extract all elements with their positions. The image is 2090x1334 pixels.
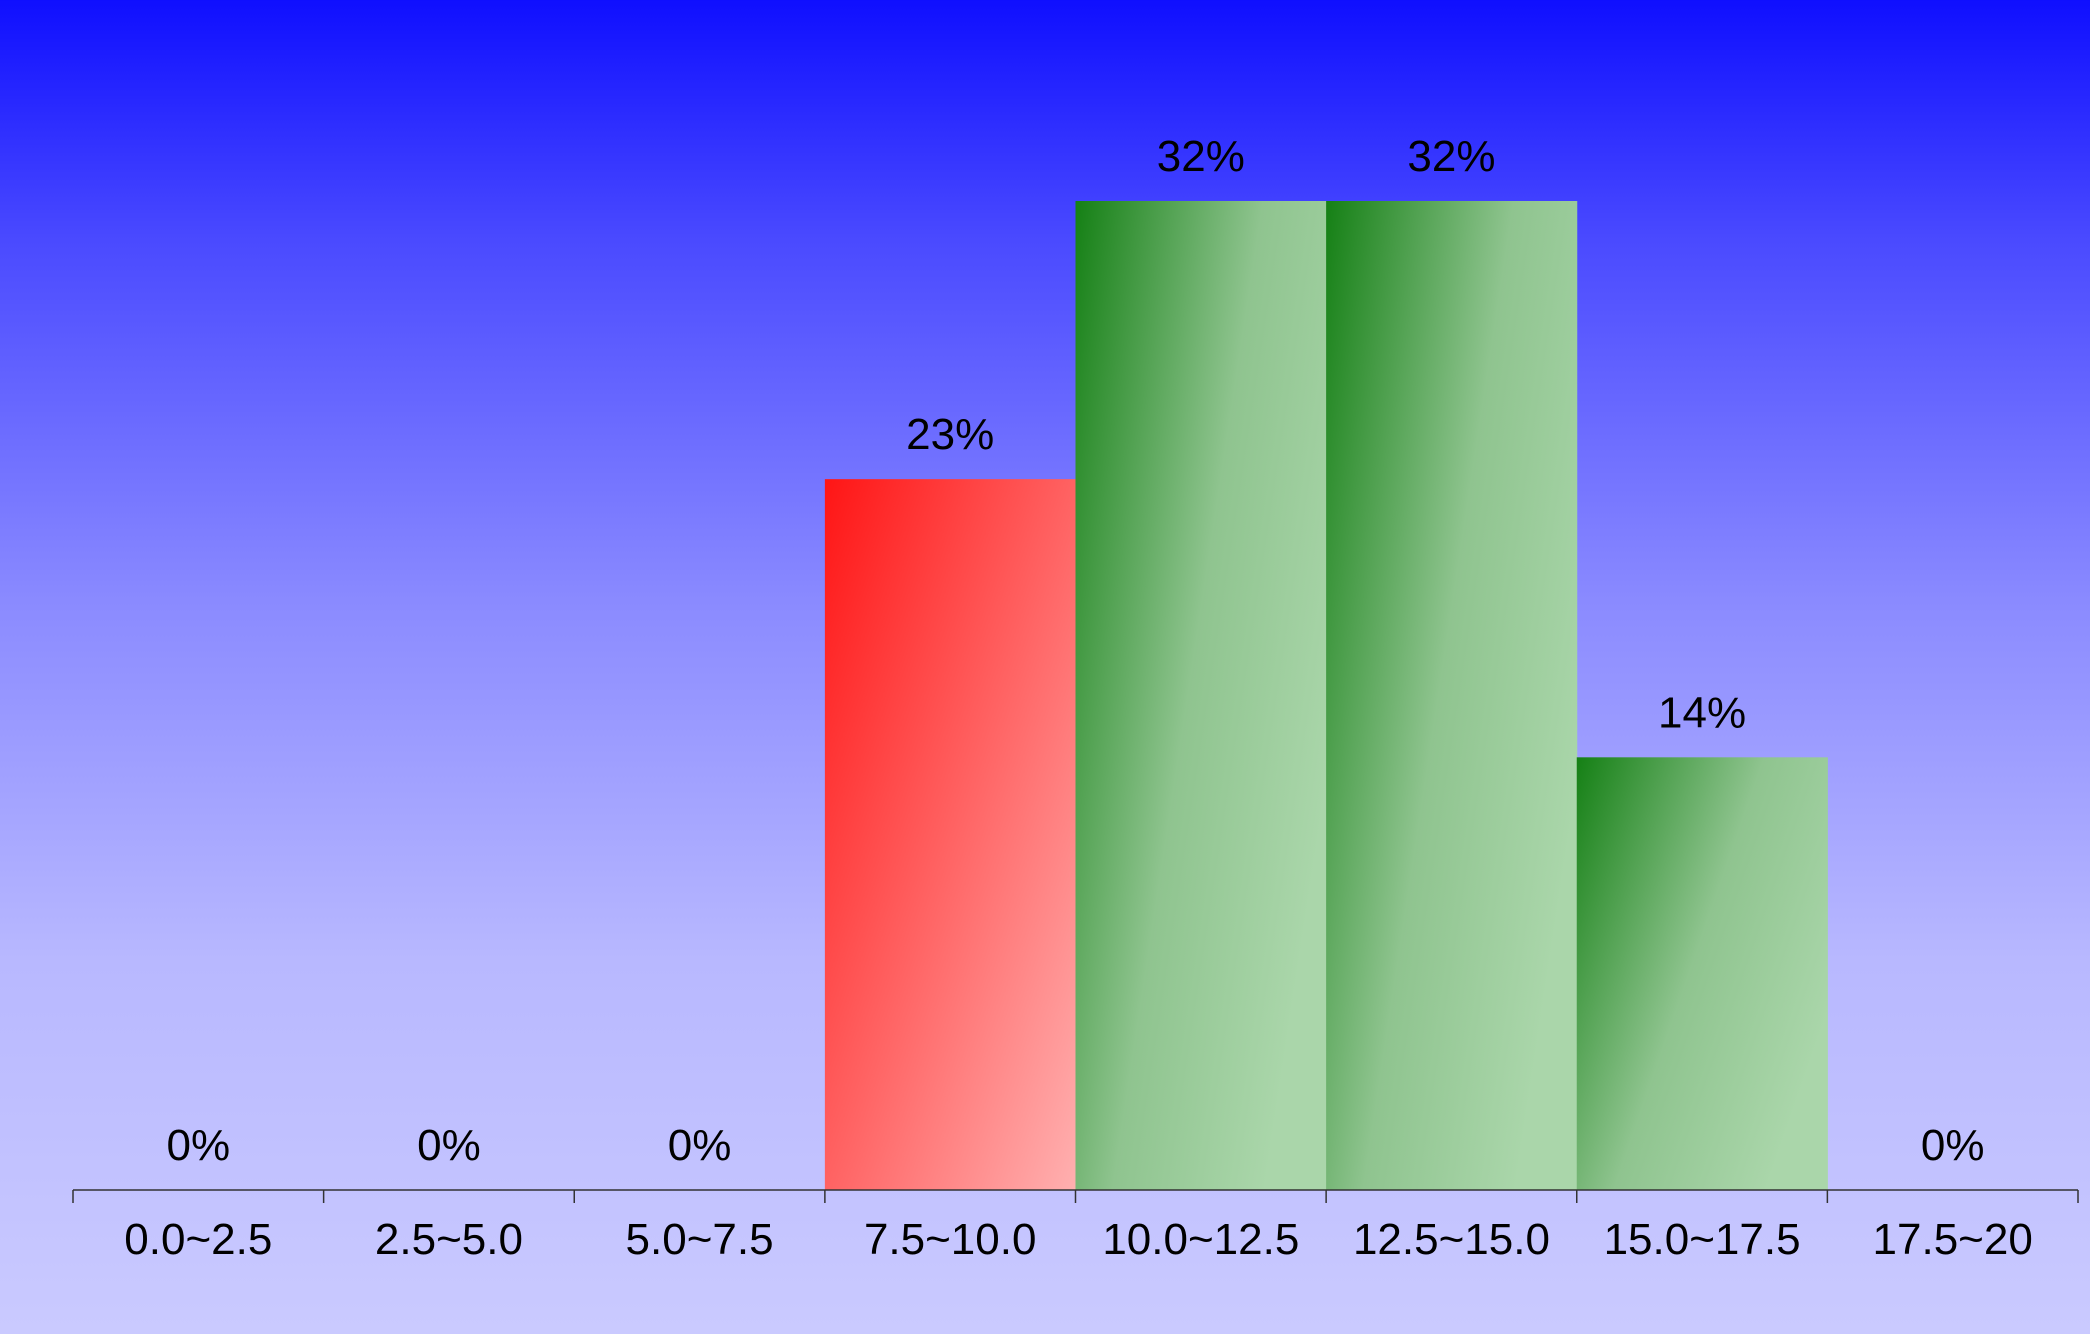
x-ticks-group — [72, 1190, 2079, 1203]
value-labels-group: 0% 0% 0% 23% 32% 32% 14% 0% — [167, 132, 1985, 1170]
value-label: 23% — [906, 410, 994, 459]
x-tick-label: 10.0~12.5 — [1102, 1215, 1299, 1264]
x-tick-labels-group: 0.0~2.5 2.5~5.0 5.0~7.5 7.5~10.0 10.0~12.5 12… — [124, 1215, 2033, 1264]
x-tick-label: 7.5~10.0 — [864, 1215, 1037, 1264]
bar-15.0~17.5 — [1576, 757, 1828, 1190]
x-tick-label: 0.0~2.5 — [124, 1215, 272, 1264]
value-label: 0% — [417, 1121, 481, 1170]
bar-7.5~10.0 — [824, 479, 1076, 1190]
bar-12.5~15.0 — [1326, 201, 1578, 1190]
value-label: 14% — [1658, 688, 1746, 737]
x-tick-label: 17.5~20 — [1873, 1215, 2033, 1264]
x-tick-label: 15.0~17.5 — [1604, 1215, 1801, 1264]
value-label: 0% — [668, 1121, 732, 1170]
bars-group — [824, 201, 1828, 1190]
x-tick-label: 12.5~15.0 — [1353, 1215, 1550, 1264]
x-tick-label: 5.0~7.5 — [626, 1215, 774, 1264]
value-label: 0% — [167, 1121, 231, 1170]
x-tick-label: 2.5~5.0 — [375, 1215, 523, 1264]
value-label: 32% — [1407, 132, 1495, 181]
value-label: 32% — [1157, 132, 1245, 181]
value-label: 0% — [1921, 1121, 1985, 1170]
bar-10.0~12.5 — [1075, 201, 1327, 1190]
